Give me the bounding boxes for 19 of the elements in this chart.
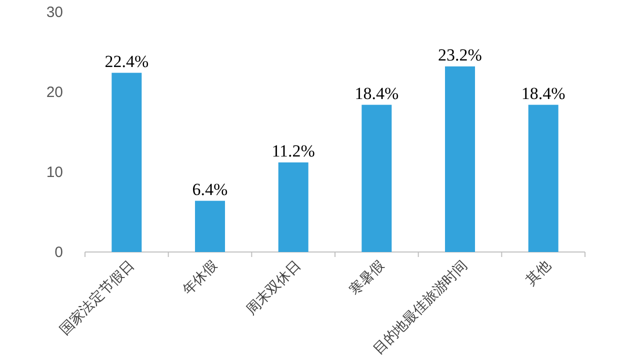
y-tick-label: 10 <box>46 164 63 181</box>
x-tick-label: 寒暑假 <box>346 256 387 298</box>
bar <box>528 104 558 252</box>
bar <box>445 66 475 252</box>
bar <box>362 104 392 252</box>
data-label: 6.4% <box>192 180 228 199</box>
x-tick-label: 年休假 <box>179 256 220 298</box>
bar <box>278 162 308 252</box>
data-label: 22.4% <box>104 52 149 71</box>
y-tick-label: 30 <box>46 4 63 21</box>
bar <box>112 72 142 252</box>
data-label: 18.4% <box>354 84 399 103</box>
x-tick-label: 其他 <box>522 256 554 288</box>
data-label: 23.2% <box>438 45 482 64</box>
x-tick-label: 周末双休日 <box>242 256 304 318</box>
bar <box>195 200 225 252</box>
data-label: 18.4% <box>521 84 566 103</box>
data-label: 11.2% <box>272 141 315 160</box>
y-tick-label: 20 <box>46 84 63 101</box>
